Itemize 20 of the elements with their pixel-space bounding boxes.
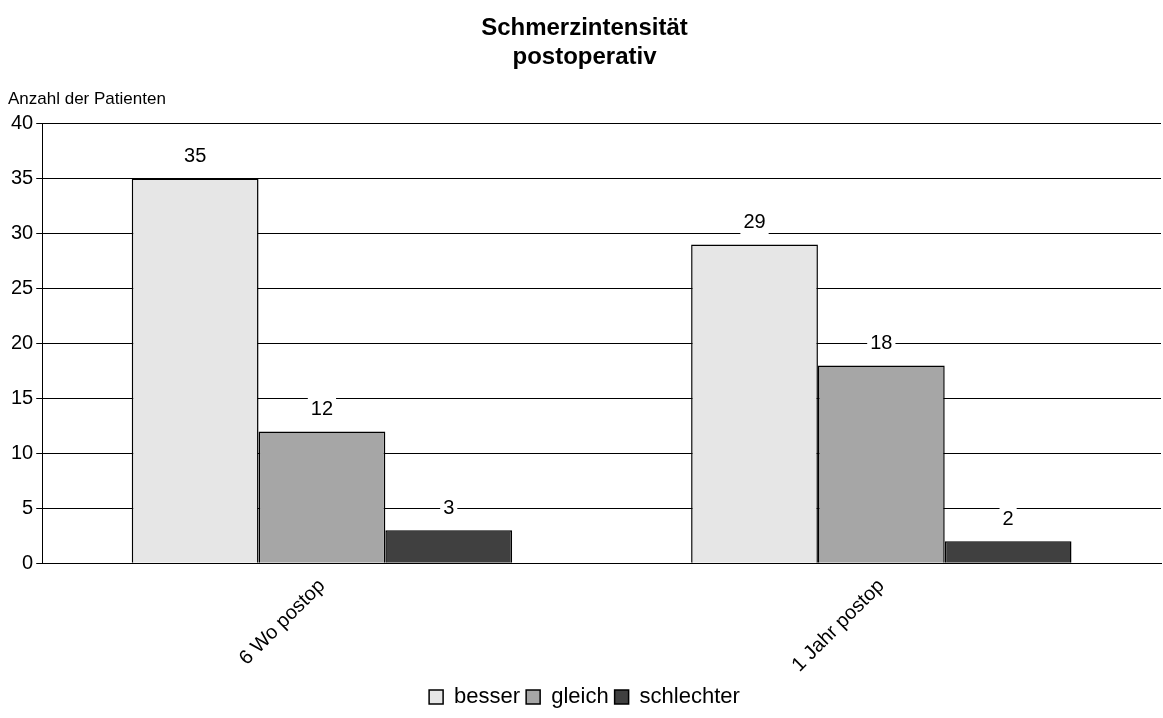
y-tick-label: 35 [11, 166, 34, 189]
legend-label: schlechter [639, 683, 740, 709]
y-tick-label: 20 [11, 330, 34, 353]
data-label: 35 [184, 144, 207, 167]
chart-title: Schmerzintensität postoperativ [481, 13, 688, 69]
y-tick-label: 10 [11, 440, 34, 463]
data-label: 3 [443, 495, 455, 518]
data-label: 18 [870, 330, 893, 353]
data-label: 29 [743, 210, 766, 233]
y-tick-label: 0 [22, 550, 34, 573]
y-axis-title: Anzahl der Patienten [8, 88, 166, 108]
data-label: 2 [1002, 506, 1014, 529]
legend-label: gleich [551, 683, 609, 709]
legend-label: besser [454, 683, 521, 709]
y-tick-label: 40 [11, 111, 34, 134]
y-tick-label: 15 [11, 385, 34, 408]
data-label: 12 [310, 396, 334, 419]
y-tick-label: 25 [11, 276, 34, 299]
y-tick-label: 5 [22, 495, 34, 518]
y-tick-label: 30 [11, 221, 34, 244]
